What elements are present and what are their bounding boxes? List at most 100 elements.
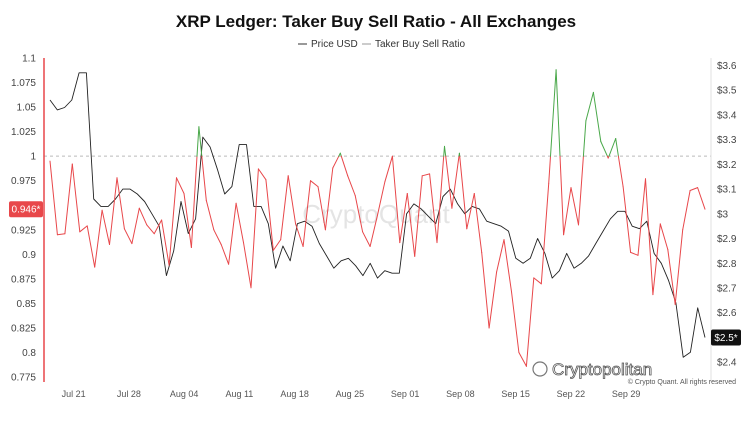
ratio-segment xyxy=(64,163,73,235)
ratio-segment xyxy=(548,155,551,185)
ratio-segment xyxy=(481,251,490,329)
right-tick-label: $3.2 xyxy=(717,160,737,171)
ratio-segment xyxy=(459,155,468,230)
ratio-segment xyxy=(667,249,676,305)
right-tick-label: $2.6 xyxy=(717,308,737,319)
current-ratio-badge: 0.946* xyxy=(9,201,43,218)
ratio-segment xyxy=(71,163,81,233)
ratio-segment xyxy=(689,187,699,191)
ratio-segment xyxy=(116,177,125,230)
ratio-segment xyxy=(384,155,393,183)
ratio-segment xyxy=(243,242,252,289)
x-tick-label: Aug 04 xyxy=(170,389,199,399)
ratio-segment xyxy=(94,209,103,268)
ratio-segment xyxy=(168,177,177,266)
right-axis-ticks: $2.4$2.5$2.6$2.7$2.8$2.9$3$3.1$3.2$3.3$3… xyxy=(717,61,737,369)
ratio-segment xyxy=(250,168,259,289)
x-tick-label: Jul 21 xyxy=(62,389,86,399)
ratio-segment xyxy=(302,180,311,247)
ratio-segment xyxy=(578,155,584,226)
right-tick-label: $3.1 xyxy=(717,185,737,196)
ratio-segment xyxy=(555,69,561,157)
right-tick-label: $3.3 xyxy=(717,135,737,146)
left-axis-ticks: 0.7750.80.8250.850.8750.90.9250.950.9751… xyxy=(11,54,36,384)
ratio-segment xyxy=(436,155,445,244)
right-tick-label: $3.4 xyxy=(717,110,737,121)
ratio-segment xyxy=(198,126,203,157)
ratio-segment xyxy=(123,228,133,245)
ratio-segment xyxy=(496,239,505,273)
ratio-segment xyxy=(550,69,557,157)
ratio-segment xyxy=(213,229,222,245)
left-tick-label: 0.825 xyxy=(11,324,36,335)
ratio-segment xyxy=(280,175,289,241)
ratio-segment xyxy=(451,155,460,209)
ratio-segment xyxy=(617,155,624,188)
ratio-segment xyxy=(444,145,447,157)
right-tick-label: $2.8 xyxy=(717,259,737,270)
ratio-segment xyxy=(339,152,342,157)
ratio-segment xyxy=(109,177,118,245)
right-tick-label: $2.7 xyxy=(717,284,737,295)
ratio-segment xyxy=(347,175,356,196)
legend: Price USD Taker Buy Sell Ratio xyxy=(298,39,465,50)
ratio-segment xyxy=(659,223,669,250)
legend-label-price: Price USD xyxy=(311,39,358,50)
series-line-price-usd xyxy=(49,72,706,358)
left-tick-label: 1.075 xyxy=(11,78,36,89)
left-tick-label: 1 xyxy=(30,152,36,163)
ratio-segment xyxy=(228,202,237,265)
ratio-segment xyxy=(332,155,340,169)
ratio-segment xyxy=(340,155,349,177)
x-tick-label: Sep 29 xyxy=(612,389,641,399)
ratio-segment xyxy=(697,187,706,210)
ratio-segment xyxy=(295,223,304,247)
left-tick-label: 0.975 xyxy=(11,176,36,187)
ratio-segment xyxy=(49,160,58,236)
right-tick-label: $3 xyxy=(717,209,729,220)
ratio-segment xyxy=(161,219,170,266)
ratio-segment xyxy=(362,231,371,247)
ratio-segment xyxy=(235,202,244,244)
cryptopolitan-logo-icon xyxy=(532,361,548,377)
ratio-segment xyxy=(190,155,198,248)
current-price-label: $2.5* xyxy=(714,333,737,344)
left-tick-label: 0.925 xyxy=(11,225,36,236)
ratio-segment xyxy=(220,244,230,265)
ratio-segment xyxy=(682,190,691,231)
x-tick-label: Aug 18 xyxy=(280,389,309,399)
ratio-segment xyxy=(377,181,386,216)
left-tick-label: 0.775 xyxy=(11,373,36,384)
ratio-segment xyxy=(630,251,639,256)
series-layer xyxy=(49,69,706,367)
x-tick-label: Sep 15 xyxy=(501,389,530,399)
watermark-cryptopolitan: Cryptopolitan xyxy=(552,360,652,379)
watermark-corner: Cryptopolitan xyxy=(532,360,653,379)
x-tick-label: Aug 25 xyxy=(336,389,365,399)
x-tick-label: Sep 22 xyxy=(557,389,586,399)
ratio-segment xyxy=(608,138,617,157)
ratio-segment xyxy=(585,91,594,122)
x-tick-label: Aug 11 xyxy=(225,389,253,399)
current-price-badge: $2.5* xyxy=(711,329,741,346)
ratio-segment xyxy=(56,233,66,236)
ratio-segment xyxy=(518,352,527,367)
ratio-segment xyxy=(287,175,297,225)
ratio-segment xyxy=(265,179,274,251)
ratio-segment xyxy=(369,214,378,247)
left-tick-label: 0.9 xyxy=(22,250,36,261)
x-tick-label: Jul 28 xyxy=(117,389,141,399)
ratio-segment xyxy=(466,193,475,230)
left-tick-label: 1.05 xyxy=(17,103,37,114)
ratio-segment xyxy=(153,219,163,235)
x-tick-label: Sep 08 xyxy=(446,389,475,399)
ratio-segment xyxy=(473,193,483,253)
current-ratio-label: 0.946* xyxy=(12,205,41,216)
ratio-segment xyxy=(391,155,401,244)
ratio-segment xyxy=(540,183,550,285)
ratio-segment xyxy=(421,173,431,177)
ratio-segment xyxy=(257,168,267,181)
right-tick-label: $2.9 xyxy=(717,234,737,245)
left-tick-label: 0.875 xyxy=(11,274,36,285)
left-tick-label: 1.025 xyxy=(11,127,36,138)
